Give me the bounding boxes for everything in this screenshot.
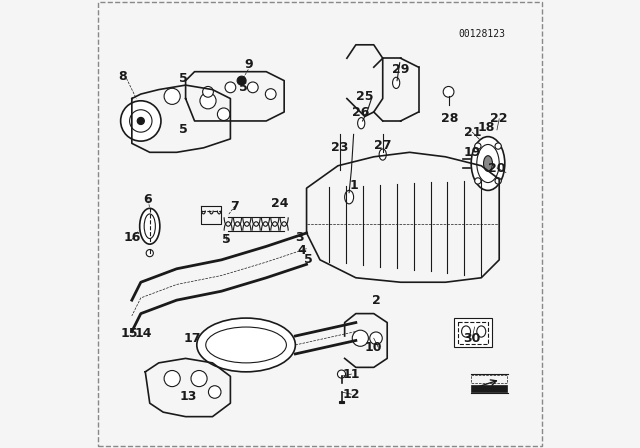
- Ellipse shape: [144, 214, 156, 238]
- Circle shape: [352, 330, 369, 346]
- Circle shape: [218, 108, 230, 121]
- Text: 5: 5: [179, 123, 188, 137]
- Circle shape: [146, 250, 154, 257]
- Ellipse shape: [471, 137, 505, 190]
- Circle shape: [495, 178, 501, 184]
- Circle shape: [203, 86, 213, 97]
- Text: 6: 6: [143, 193, 152, 206]
- Text: 10: 10: [365, 340, 383, 354]
- Ellipse shape: [392, 77, 400, 89]
- Bar: [458, 322, 488, 344]
- Bar: [472, 385, 508, 392]
- Text: 18: 18: [477, 121, 495, 134]
- Text: 23: 23: [332, 141, 349, 155]
- Text: 7: 7: [230, 199, 239, 213]
- Text: 20: 20: [488, 161, 506, 175]
- Ellipse shape: [477, 326, 486, 337]
- Bar: [472, 375, 508, 383]
- Text: 14: 14: [134, 327, 152, 340]
- Circle shape: [137, 117, 145, 125]
- Circle shape: [200, 93, 216, 109]
- Ellipse shape: [461, 326, 470, 337]
- Text: 9: 9: [244, 58, 253, 72]
- Text: 5: 5: [221, 233, 230, 246]
- Ellipse shape: [197, 318, 296, 372]
- Circle shape: [444, 86, 454, 97]
- Text: 21: 21: [463, 125, 481, 139]
- Ellipse shape: [484, 156, 493, 171]
- Text: 13: 13: [179, 390, 196, 403]
- Text: 2: 2: [372, 293, 380, 307]
- Text: 16: 16: [123, 231, 141, 244]
- Ellipse shape: [477, 144, 499, 183]
- Circle shape: [130, 110, 152, 132]
- Ellipse shape: [344, 190, 354, 204]
- Text: 19: 19: [463, 146, 481, 159]
- Text: 15: 15: [121, 327, 138, 340]
- Circle shape: [209, 386, 221, 398]
- Text: 24: 24: [271, 197, 289, 211]
- Text: 3: 3: [296, 231, 304, 244]
- Text: 8: 8: [118, 69, 127, 83]
- Circle shape: [191, 370, 207, 387]
- Circle shape: [475, 143, 481, 149]
- Circle shape: [164, 370, 180, 387]
- Circle shape: [266, 89, 276, 99]
- Circle shape: [121, 101, 161, 141]
- Circle shape: [248, 82, 258, 93]
- Text: 28: 28: [441, 112, 459, 125]
- Text: 12: 12: [342, 388, 360, 401]
- Text: 5: 5: [239, 81, 248, 94]
- Ellipse shape: [358, 118, 365, 129]
- Text: 11: 11: [342, 367, 360, 381]
- Text: 4: 4: [298, 244, 307, 258]
- Text: 25: 25: [356, 90, 374, 103]
- Bar: [339, 401, 344, 403]
- Text: 5: 5: [305, 253, 313, 267]
- Text: 1: 1: [349, 179, 358, 193]
- Ellipse shape: [206, 327, 287, 363]
- Circle shape: [337, 370, 346, 378]
- Ellipse shape: [379, 149, 387, 160]
- Circle shape: [370, 332, 382, 345]
- Ellipse shape: [140, 208, 160, 244]
- Circle shape: [225, 82, 236, 93]
- Circle shape: [164, 88, 180, 104]
- Text: 27: 27: [374, 139, 392, 152]
- Bar: [454, 318, 493, 347]
- Text: 30: 30: [463, 332, 481, 345]
- Text: 29: 29: [392, 63, 410, 76]
- Text: 00128123: 00128123: [459, 29, 506, 39]
- Text: 17: 17: [184, 332, 201, 345]
- Text: 26: 26: [351, 105, 369, 119]
- Circle shape: [495, 143, 501, 149]
- Circle shape: [475, 178, 481, 184]
- Circle shape: [237, 76, 246, 85]
- Text: 5: 5: [179, 72, 188, 85]
- Text: 22: 22: [490, 112, 508, 125]
